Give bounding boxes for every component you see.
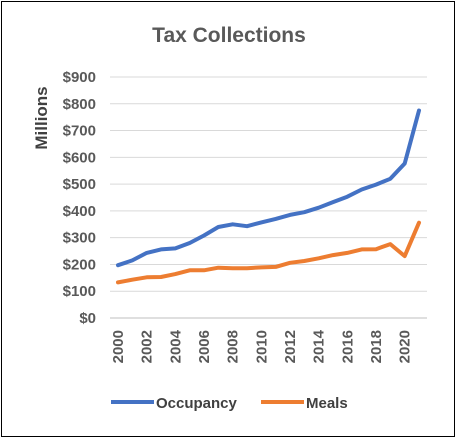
legend-label-meals: Meals: [306, 395, 348, 412]
y-tick-label: $500: [63, 176, 96, 193]
series-lines: [116, 108, 421, 285]
x-tick-label: 2000: [110, 330, 127, 363]
y-tick-label: $600: [63, 149, 96, 166]
x-tick-label: 2016: [339, 330, 356, 363]
y-tick-label: $800: [63, 96, 96, 113]
y-tick-label: $400: [63, 203, 96, 220]
y-tick-label: $900: [63, 69, 96, 86]
legend-label-occupancy: Occupancy: [156, 395, 238, 412]
series-line-occupancy: [116, 108, 421, 268]
chart-title: Tax Collections: [152, 24, 306, 47]
x-tick-label: 2018: [368, 330, 385, 363]
y-tick-label: $700: [63, 123, 96, 140]
x-tick-label: 2004: [167, 329, 184, 363]
gridlines: [110, 76, 427, 319]
y-tick-label: $200: [63, 256, 96, 273]
x-tick-label: 2010: [253, 330, 270, 363]
x-tick-label: 2020: [397, 330, 414, 363]
x-tick-label: 2006: [196, 330, 213, 363]
x-tick-label: 2012: [282, 330, 299, 363]
y-tick-label: $300: [63, 230, 96, 247]
y-axis-title: Millions: [32, 86, 51, 149]
legend: Occupancy Meals: [111, 395, 348, 412]
y-tick-label: $100: [63, 283, 96, 300]
y-axis-ticks: $0 $100 $200 $300 $400 $500 $600 $700 $800 $900: [63, 69, 96, 327]
x-axis-ticks: 2000 2002 2004 2006 2008 2010 2012 2014 2016 2018…: [110, 329, 414, 363]
series-line-meals: [116, 220, 421, 285]
x-tick-label: 2014: [311, 329, 328, 363]
x-tick-label: 2008: [225, 330, 242, 363]
y-tick-label: $0: [79, 310, 96, 327]
x-tick-label: 2002: [139, 330, 156, 363]
